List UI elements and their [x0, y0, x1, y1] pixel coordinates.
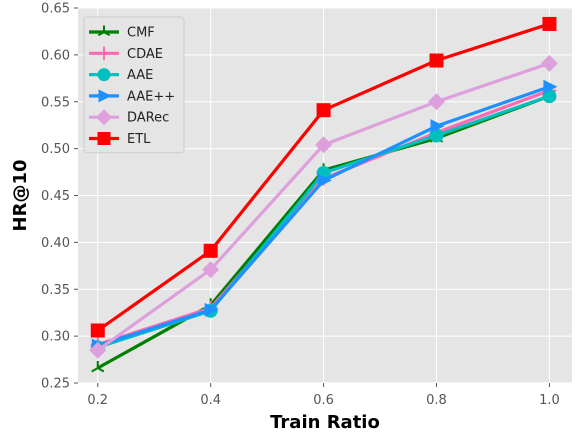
y-tick-label: 0.30: [41, 330, 70, 345]
legend-label: ETL: [127, 132, 151, 147]
legend-entry: AAE++: [89, 89, 175, 104]
y-tick-label: 0.60: [41, 48, 70, 63]
y-tick-label: 0.40: [41, 236, 70, 251]
legend-entry: DARec: [89, 109, 169, 126]
data-point: [204, 302, 219, 317]
legend-label: AAE++: [127, 89, 175, 104]
x-tick-label: 0.6: [313, 393, 334, 408]
y-tick-label: 0.45: [41, 189, 70, 204]
series-darec: [89, 54, 558, 359]
y-tick-label: 0.50: [41, 142, 70, 157]
legend-marker: [98, 89, 112, 103]
y-tick-label: 0.35: [41, 283, 70, 298]
x-axis-label: Train Ratio: [270, 412, 380, 433]
data-point: [317, 173, 332, 188]
y-axis-label: HR@10: [10, 160, 31, 232]
x-tick-label: 0.8: [426, 393, 447, 408]
legend-marker: [97, 132, 111, 145]
legend-entry: ETL: [89, 132, 151, 147]
data-point: [429, 128, 444, 143]
legend-marker: [97, 25, 111, 37]
data-point: [90, 323, 105, 338]
data-point: [91, 361, 105, 373]
legend-label: CDAE: [127, 47, 163, 62]
data-point: [543, 79, 558, 94]
data-point: [202, 261, 220, 279]
data-point: [428, 93, 446, 111]
legend-label: AAE: [127, 68, 153, 83]
legend-marker: [97, 68, 111, 82]
y-tick-label: 0.25: [41, 377, 70, 392]
y-tick-label: 0.55: [41, 95, 70, 110]
data-point: [89, 341, 107, 359]
data-point: [542, 16, 557, 31]
data-point: [203, 243, 218, 258]
legend-marker: [96, 109, 112, 126]
data-point: [315, 136, 333, 154]
legend-label: CMF: [127, 26, 155, 41]
legend-entry: AAE: [89, 68, 153, 83]
legend-entry: CDAE: [89, 47, 163, 62]
data-point: [316, 103, 331, 118]
data-point: [540, 54, 558, 72]
x-tick-label: 0.4: [200, 393, 221, 408]
data-point: [429, 53, 444, 68]
x-tick-label: 0.2: [87, 393, 108, 408]
data-point: [542, 89, 557, 104]
series-aaeplusplus: [91, 79, 558, 353]
legend-entry: CMF: [89, 25, 155, 41]
legend-label: DARec: [127, 111, 169, 126]
x-tick-label: 1.0: [539, 393, 560, 408]
y-tick-label: 0.65: [41, 2, 70, 17]
legend-marker: [97, 46, 111, 60]
data-point: [430, 119, 445, 134]
series-etl: [90, 16, 557, 338]
